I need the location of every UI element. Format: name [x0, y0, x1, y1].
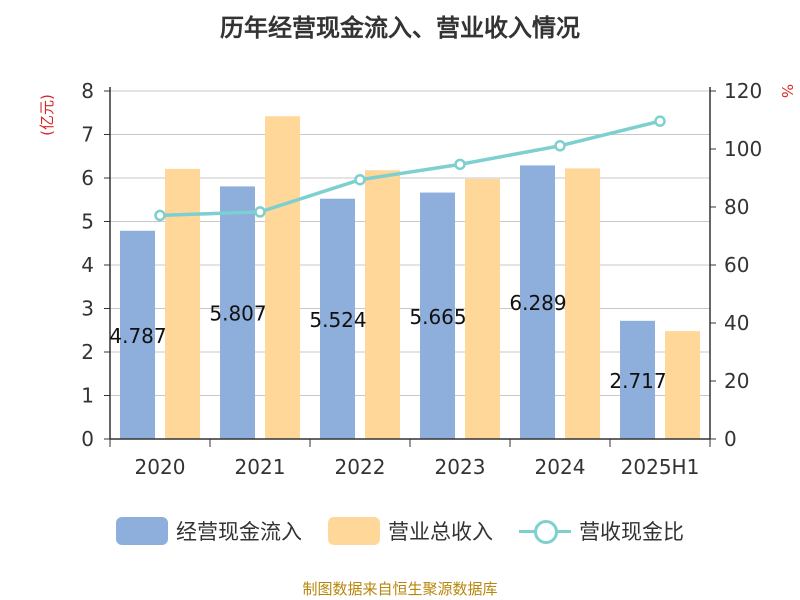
bar-cash-inflow [620, 320, 655, 439]
y-axis-unit: (亿元) [38, 94, 56, 136]
bar-revenue [565, 168, 600, 439]
x-axis-tick-label: 2020 [135, 455, 186, 479]
legend: 经营现金流入 营业总收入 营收现金比 [0, 516, 800, 546]
bar-cash-inflow [220, 186, 255, 439]
bars [120, 116, 700, 440]
bar-revenue [165, 168, 200, 440]
bar-revenue [265, 116, 300, 439]
bar-cash-inflow [520, 165, 555, 439]
source-note: 制图数据来自恒生聚源数据库 [302, 580, 498, 598]
legend-item-ratio[interactable]: 营收现金比 [519, 516, 684, 546]
chart-title: 历年经营现金流入、营业收入情况 [220, 14, 580, 42]
x-axis-tick-label: 2023 [435, 455, 486, 479]
ratio-point [154, 209, 166, 222]
y2-axis-tick-label: 40 [724, 311, 749, 335]
legend-label-ratio: 营收现金比 [579, 520, 684, 544]
bar-cash-inflow [320, 198, 355, 439]
y-axis-tick-label: 7 [81, 123, 94, 147]
data-label-cash-inflow: 5.524 [309, 308, 366, 332]
ratio-point [354, 173, 366, 186]
y2-axis-tick-label: 60 [724, 253, 749, 277]
y-axis-tick-label: 2 [81, 340, 94, 364]
legend-label-revenue: 营业总收入 [388, 520, 493, 544]
legend-item-revenue[interactable]: 营业总收入 [328, 516, 493, 546]
data-label-cash-inflow: 5.807 [209, 302, 266, 326]
legend-label-cash-inflow: 经营现金流入 [176, 520, 302, 544]
data-label-cash-inflow: 5.665 [409, 305, 466, 329]
bar-revenue [465, 178, 500, 439]
data-label-cash-inflow: 6.289 [509, 291, 566, 315]
x-axis-tick-label: 2025H1 [621, 455, 700, 479]
y2-axis-tick-label: 120 [724, 79, 762, 103]
y2-axis-tick-label: 100 [724, 137, 762, 161]
ratio-point [454, 158, 466, 171]
y2-axis-tick-label: 0 [724, 427, 737, 451]
y-axis-tick-label: 6 [81, 166, 94, 190]
y-axis-tick-label: 3 [81, 297, 94, 321]
data-labels: 4.787 5.807 5.524 5.665 6.289 2.717 [109, 291, 666, 393]
data-label-cash-inflow: 4.787 [109, 324, 166, 348]
y2-axis-tick-label: 80 [724, 195, 749, 219]
bar-cash-inflow [420, 192, 455, 439]
legend-item-cash-inflow[interactable]: 经营现金流入 [116, 516, 302, 546]
y-axis-tick-label: 4 [81, 253, 94, 277]
x-axis-tick-label: 2021 [235, 455, 286, 479]
x-axis-tick-label: 2024 [535, 455, 586, 479]
ratio-line-path [159, 119, 661, 218]
y2-axis-tick-label: 20 [724, 369, 749, 393]
bar-revenue [665, 331, 700, 439]
legend-swatch-revenue [328, 517, 380, 545]
bar-cash-inflow [120, 230, 155, 439]
x-axis-tick-label: 2022 [335, 455, 386, 479]
data-label-cash-inflow: 2.717 [609, 369, 666, 393]
legend-swatch-cash-inflow [116, 517, 168, 545]
ratio-point [654, 115, 666, 127]
ratio-line [154, 115, 666, 222]
ratio-point [554, 140, 566, 152]
y-axis-tick-label: 0 [81, 427, 94, 451]
bar-revenue [365, 170, 400, 440]
y2-axis-unit: % [778, 84, 796, 98]
y-axis-tick-label: 1 [81, 384, 94, 408]
ratio-point [254, 206, 266, 218]
y-axis-tick-label: 5 [81, 210, 94, 234]
legend-swatch-ratio [519, 517, 571, 545]
y-axis-tick-label: 8 [81, 79, 94, 103]
